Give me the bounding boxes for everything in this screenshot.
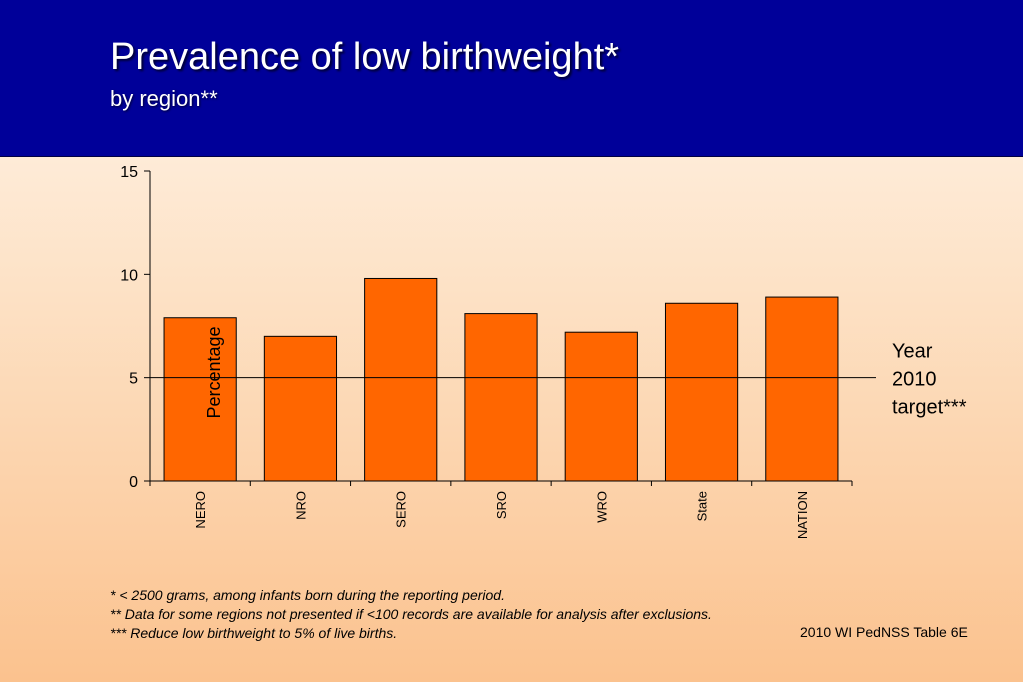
footnotes: * < 2500 grams, among infants born durin… [110, 586, 712, 643]
y-axis-title: Percentage [204, 326, 224, 418]
footnote-1: * < 2500 grams, among infants born durin… [110, 587, 505, 603]
bar-state [664, 302, 739, 482]
source-note: 2010 WI PedNSS Table 6E [800, 624, 968, 640]
bar-nro [263, 335, 338, 482]
bar-nation [765, 296, 839, 482]
slide-title: Prevalence of low birthweight* [110, 36, 620, 78]
x-tick-label: State [695, 491, 710, 521]
y-tick-label: 15 [120, 164, 138, 181]
footnote-2: ** Data for some regions not presented i… [110, 606, 712, 622]
x-tick-label: NATION [795, 491, 810, 539]
bar-sero [364, 277, 438, 482]
x-tick-label: NERO [193, 491, 208, 529]
x-tick-label: SRO [494, 491, 509, 519]
footnote-3: *** Reduce low birthweight to 5% of live… [110, 625, 398, 641]
y-tick-label: 0 [129, 474, 138, 491]
x-tick-label: WRO [594, 491, 609, 523]
bar-nero [163, 317, 237, 482]
target-label-line: 2010 [892, 369, 937, 391]
bar-wro [564, 331, 638, 482]
x-tick-label: SERO [394, 491, 409, 528]
x-tick-label: NRO [293, 491, 308, 520]
target-label-line: target*** [892, 397, 967, 419]
y-tick-label: 10 [120, 267, 138, 284]
bar-sro [464, 313, 538, 482]
y-tick-label: 5 [129, 371, 138, 388]
title-banner: Prevalence of low birthweight* by region… [0, 0, 1023, 157]
slide-subtitle: by region** [110, 86, 218, 111]
target-label-line: Year [892, 341, 933, 363]
target-label: Year 2010 target*** [892, 341, 967, 419]
